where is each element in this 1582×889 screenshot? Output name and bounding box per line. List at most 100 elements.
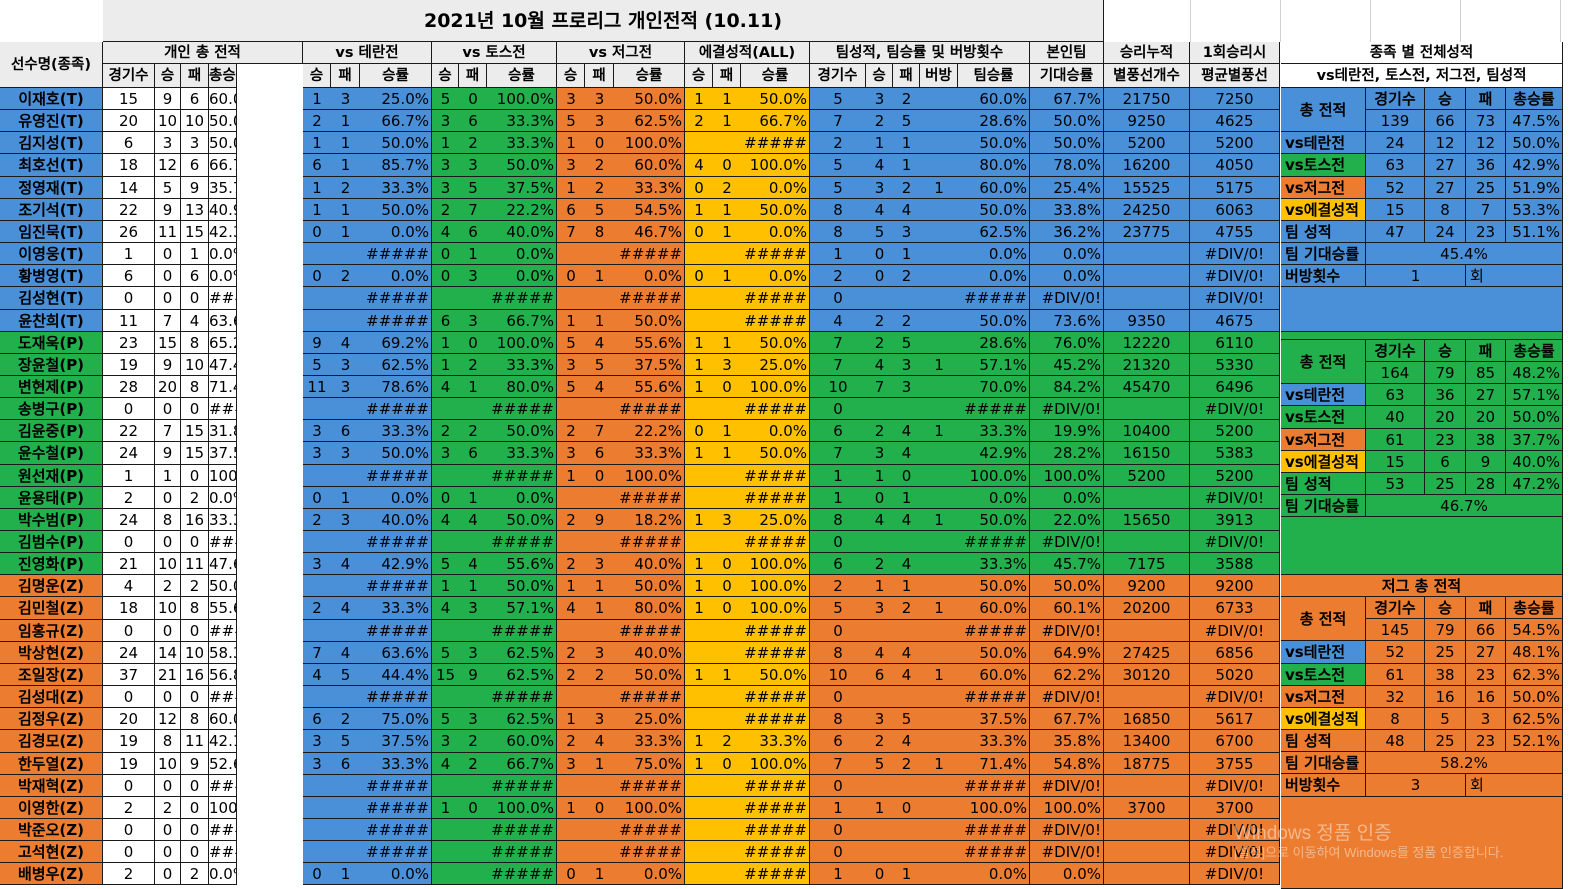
side-total-value: 54.5% bbox=[1506, 619, 1563, 641]
vz-cell: 9 bbox=[585, 509, 614, 531]
vp-cell: 5 bbox=[432, 88, 459, 110]
vp-cell: 9 bbox=[459, 664, 487, 686]
team-cell bbox=[920, 110, 958, 132]
side-team-exp-value: 46.7% bbox=[1366, 495, 1563, 517]
vp-cell bbox=[432, 686, 459, 708]
team-cell bbox=[920, 287, 958, 310]
player-name: 박준오(Z) bbox=[0, 819, 103, 841]
total-cell: 8 bbox=[181, 376, 209, 398]
side-total-value: 48.2% bbox=[1506, 362, 1563, 384]
header-player-name: 선수명(종족) bbox=[0, 42, 103, 88]
team-cell: 0.0% bbox=[958, 243, 1030, 265]
vp-cell: 66.7% bbox=[487, 310, 557, 332]
sub-vsz-wr: 승률 bbox=[614, 64, 685, 88]
total-cell: 0 bbox=[155, 775, 181, 797]
team-cell: 2 bbox=[866, 310, 893, 332]
vp-cell: 2 bbox=[459, 354, 487, 376]
total-cell: 6 bbox=[181, 88, 209, 110]
ac-cell bbox=[685, 465, 713, 487]
vp-cell: 1 bbox=[432, 332, 459, 354]
vz-cell: 0 bbox=[585, 465, 614, 487]
ac-cell: 33.3% bbox=[741, 730, 810, 753]
vt-cell: 33.3% bbox=[360, 420, 432, 442]
total-cell: 20 bbox=[103, 110, 155, 132]
vz-cell bbox=[557, 620, 585, 642]
vt-cell bbox=[331, 310, 360, 332]
team-cell bbox=[866, 620, 893, 642]
total-cell: 0 bbox=[181, 819, 209, 841]
vt-cell: 33.3% bbox=[360, 753, 432, 775]
ac-cell: 1 bbox=[713, 221, 741, 243]
ac-cell bbox=[685, 531, 713, 553]
team-cell: 60.0% bbox=[958, 177, 1030, 199]
balloon-total bbox=[1104, 819, 1190, 841]
side-buff-value: 3 bbox=[1366, 774, 1466, 797]
side-total-value: 66 bbox=[1425, 110, 1466, 132]
vz-cell: 1 bbox=[557, 797, 585, 819]
total-cell: 2 bbox=[155, 797, 181, 819]
side-row-label: vs저그전 bbox=[1281, 686, 1366, 708]
vt-cell bbox=[331, 841, 360, 863]
team-cell: 50.0% bbox=[958, 132, 1030, 154]
team-cell: 0.0% bbox=[958, 265, 1030, 287]
side-row-value: 52 bbox=[1366, 641, 1425, 664]
side-subtitle: vs테란전, 토스전, 저그전, 팀성적 bbox=[1281, 64, 1563, 88]
ac-cell: 0.0% bbox=[741, 221, 810, 243]
vt-cell: 2 bbox=[331, 177, 360, 199]
total-cell: ##### bbox=[209, 531, 237, 553]
total-cell: 2 bbox=[103, 797, 155, 819]
total-cell: 0 bbox=[155, 863, 181, 885]
team-cell: 5 bbox=[810, 177, 866, 199]
vt-cell: 1 bbox=[331, 487, 360, 509]
team-cell: ##### bbox=[958, 841, 1030, 863]
side-buff-unit: 회 bbox=[1466, 774, 1563, 797]
total-cell: 0 bbox=[181, 465, 209, 487]
side-row-label: vs저그전 bbox=[1281, 177, 1366, 199]
vp-cell: 5 bbox=[432, 642, 459, 664]
team-cell: 5 bbox=[810, 154, 866, 177]
total-cell: 11 bbox=[155, 221, 181, 243]
total-cell: 9 bbox=[155, 354, 181, 376]
team-cell: 6 bbox=[810, 420, 866, 442]
player-name: 이영웅(T) bbox=[0, 243, 103, 265]
team-cell bbox=[920, 775, 958, 797]
side-total-value: 79 bbox=[1425, 362, 1466, 384]
vp-cell: 3 bbox=[459, 154, 487, 177]
vt-cell: 33.3% bbox=[360, 177, 432, 199]
total-cell: 21 bbox=[103, 553, 155, 575]
team-cell: 1 bbox=[920, 753, 958, 775]
total-cell: 24 bbox=[103, 442, 155, 465]
vz-cell: 2 bbox=[557, 420, 585, 442]
total-cell: 58.3% bbox=[209, 642, 237, 664]
team-cell: 4 bbox=[893, 442, 920, 465]
vz-cell: 60.0% bbox=[614, 154, 685, 177]
vp-cell: 0.0% bbox=[487, 487, 557, 509]
team-cell: 8 bbox=[810, 221, 866, 243]
balloon-avg: #DIV/0! bbox=[1190, 620, 1280, 642]
vt-cell: 50.0% bbox=[360, 442, 432, 465]
team-cell: 8 bbox=[810, 199, 866, 221]
total-cell: 14 bbox=[155, 642, 181, 664]
total-cell: 0 bbox=[181, 775, 209, 797]
team-cell bbox=[920, 487, 958, 509]
ac-cell: ##### bbox=[741, 775, 810, 797]
total-cell: 28 bbox=[103, 376, 155, 398]
expected-rate: #DIV/0! bbox=[1030, 686, 1104, 708]
team-cell: 37.5% bbox=[958, 708, 1030, 730]
vz-cell: 3 bbox=[557, 442, 585, 465]
vp-cell: 3 bbox=[459, 708, 487, 730]
team-cell: 57.1% bbox=[958, 354, 1030, 376]
team-cell bbox=[866, 686, 893, 708]
side-row-value: 47 bbox=[1366, 221, 1425, 243]
total-cell: 10 bbox=[181, 642, 209, 664]
vp-cell: 4 bbox=[459, 509, 487, 531]
expected-rate: 0.0% bbox=[1030, 243, 1104, 265]
ac-cell: 1 bbox=[685, 664, 713, 686]
vz-cell: 4 bbox=[585, 332, 614, 354]
side-buff-label: 버방횟수 bbox=[1281, 265, 1366, 287]
vp-cell bbox=[432, 863, 459, 885]
vp-cell: 1 bbox=[459, 243, 487, 265]
total-cell: 100.0% bbox=[209, 465, 237, 487]
vp-cell: 3 bbox=[459, 642, 487, 664]
vt-cell: 3 bbox=[303, 420, 331, 442]
